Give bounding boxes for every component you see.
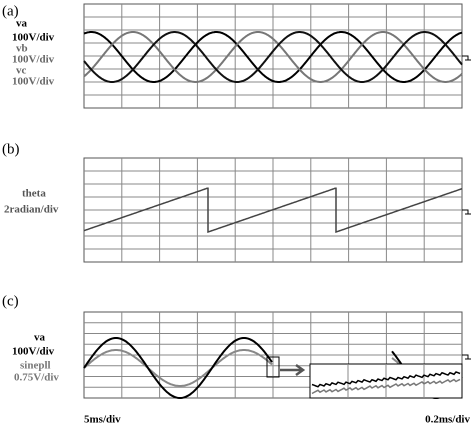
signal-scale: 100V/div: [12, 76, 55, 88]
signal-name: va: [16, 18, 28, 30]
signal-scale: 0.75V/div: [14, 372, 59, 384]
ground-marker: [462, 55, 471, 61]
inset-va: [311, 371, 461, 388]
time-scale: 5ms/div: [84, 414, 121, 426]
inset-time-scale: 0.2ms/div: [425, 414, 470, 426]
signal-name: va: [34, 332, 46, 344]
zoom-box: [266, 356, 280, 378]
sinepll-trace: [83, 349, 273, 387]
panel-label: (a): [2, 3, 19, 19]
va-trace: [83, 31, 463, 83]
inset-sinepll: [311, 378, 461, 395]
zoom-arrow: [280, 363, 306, 377]
ground-marker: [462, 209, 471, 215]
signal-scale: 100V/div: [12, 346, 55, 358]
signal-scale: 2radian/div: [4, 204, 59, 216]
signal-scale: 100V/div: [12, 54, 55, 66]
vc-trace: [83, 31, 463, 83]
va-trace: [83, 337, 273, 399]
theta-trace: [83, 187, 463, 234]
signal-name: theta: [22, 188, 46, 200]
vb-trace: [83, 31, 463, 83]
signal-name: vb: [16, 43, 28, 55]
signal-scale: 100V/div: [12, 32, 55, 44]
panel-label: (c): [2, 293, 19, 309]
panel-label: (b): [2, 141, 20, 157]
signal-name: sinepll: [20, 360, 51, 372]
ground-marker: [462, 354, 471, 360]
signal-name: vc: [16, 65, 27, 77]
